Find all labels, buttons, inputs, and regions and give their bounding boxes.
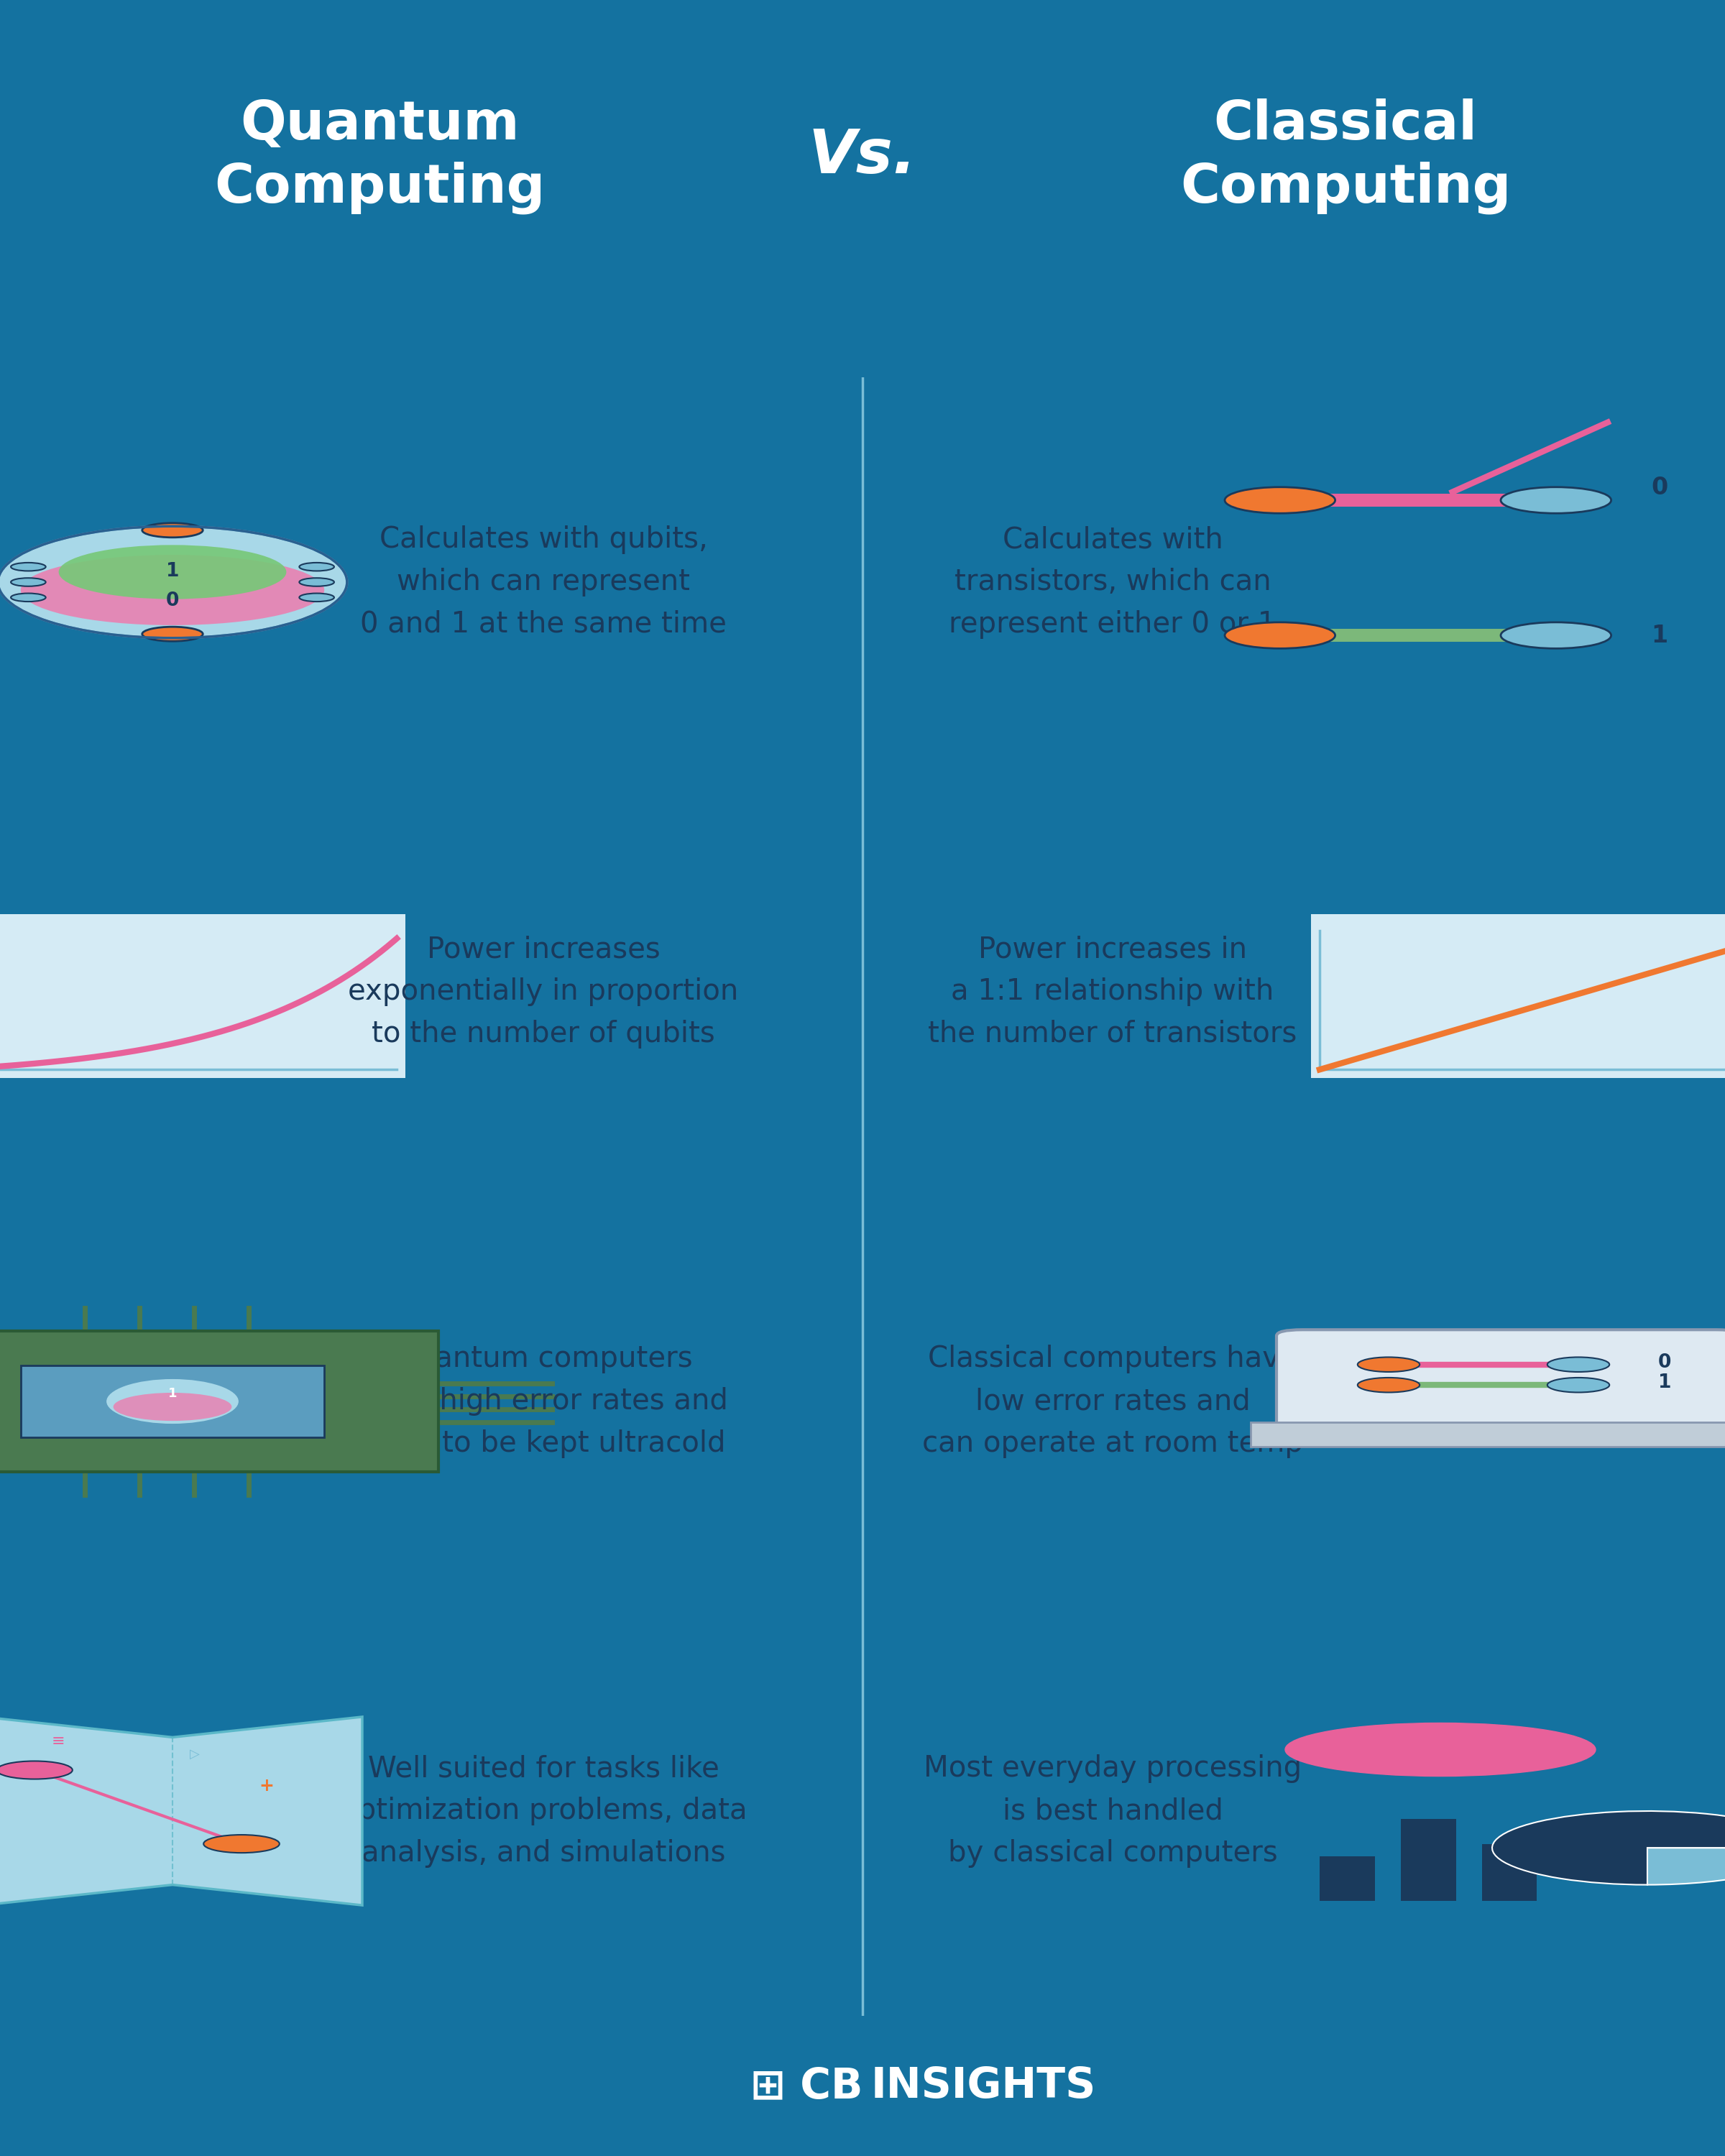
Text: ≡: ≡ xyxy=(52,1733,66,1749)
FancyBboxPatch shape xyxy=(0,1330,438,1473)
Circle shape xyxy=(141,524,204,537)
Wedge shape xyxy=(1647,1848,1725,1884)
Circle shape xyxy=(10,593,47,602)
Text: Calculates with
transistors, which can
represent either 0 or 1: Calculates with transistors, which can r… xyxy=(949,526,1276,638)
Circle shape xyxy=(1501,623,1611,649)
FancyBboxPatch shape xyxy=(1251,1423,1725,1447)
Circle shape xyxy=(1501,487,1611,513)
Text: 1: 1 xyxy=(1651,623,1668,647)
Ellipse shape xyxy=(105,1378,240,1425)
FancyBboxPatch shape xyxy=(1276,1330,1725,1432)
Text: 0: 0 xyxy=(166,591,179,610)
Ellipse shape xyxy=(1285,1723,1596,1777)
Ellipse shape xyxy=(21,554,324,625)
Circle shape xyxy=(10,563,47,571)
Text: ▷: ▷ xyxy=(190,1749,200,1761)
Text: 0: 0 xyxy=(1658,1354,1672,1371)
Text: 1: 1 xyxy=(167,1386,178,1399)
FancyBboxPatch shape xyxy=(21,1365,324,1438)
FancyBboxPatch shape xyxy=(1482,1843,1537,1902)
Text: 0: 0 xyxy=(1651,476,1668,500)
Text: Quantum computers
have high error rates and
need to be kept ultracold: Quantum computers have high error rates … xyxy=(359,1345,728,1457)
Text: Power increases in
a 1:1 relationship with
the number of transistors: Power increases in a 1:1 relationship wi… xyxy=(928,936,1297,1048)
Wedge shape xyxy=(1492,1811,1725,1884)
Circle shape xyxy=(298,593,335,602)
Text: 1: 1 xyxy=(1658,1373,1672,1393)
Text: Quantum
Computing: Quantum Computing xyxy=(214,99,545,213)
Circle shape xyxy=(1547,1356,1609,1371)
Circle shape xyxy=(298,578,335,586)
FancyBboxPatch shape xyxy=(1320,1856,1375,1902)
FancyBboxPatch shape xyxy=(1311,914,1725,1078)
Circle shape xyxy=(204,1835,279,1852)
Circle shape xyxy=(1225,623,1335,649)
Text: Well suited for tasks like
optimization problems, data
analysis, and simulations: Well suited for tasks like optimization … xyxy=(340,1755,747,1867)
FancyBboxPatch shape xyxy=(1401,1820,1456,1902)
Text: +: + xyxy=(259,1777,274,1794)
Circle shape xyxy=(298,563,335,571)
Ellipse shape xyxy=(114,1393,231,1421)
Text: 1: 1 xyxy=(166,563,179,580)
Ellipse shape xyxy=(59,545,286,599)
Text: Calculates with qubits,
which can represent
0 and 1 at the same time: Calculates with qubits, which can repres… xyxy=(361,526,726,638)
Circle shape xyxy=(1358,1378,1420,1393)
FancyBboxPatch shape xyxy=(0,914,405,1078)
Circle shape xyxy=(1358,1356,1420,1371)
Text: ⊞ CB: ⊞ CB xyxy=(750,2065,862,2106)
Ellipse shape xyxy=(0,526,347,638)
Text: Vs.: Vs. xyxy=(809,127,916,185)
Circle shape xyxy=(1225,487,1335,513)
Circle shape xyxy=(0,1761,72,1779)
Circle shape xyxy=(1547,1378,1609,1393)
Polygon shape xyxy=(0,1716,362,1906)
Text: Power increases
exponentially in proportion
to the number of qubits: Power increases exponentially in proport… xyxy=(348,936,738,1048)
Text: Classical computers have
low error rates and
can operate at room temp: Classical computers have low error rates… xyxy=(923,1345,1302,1457)
Circle shape xyxy=(141,627,204,640)
Text: Classical
Computing: Classical Computing xyxy=(1180,99,1511,213)
Text: Most everyday processing
is best handled
by classical computers: Most everyday processing is best handled… xyxy=(923,1755,1302,1867)
Text: INSIGHTS: INSIGHTS xyxy=(871,2065,1097,2106)
Circle shape xyxy=(10,578,47,586)
